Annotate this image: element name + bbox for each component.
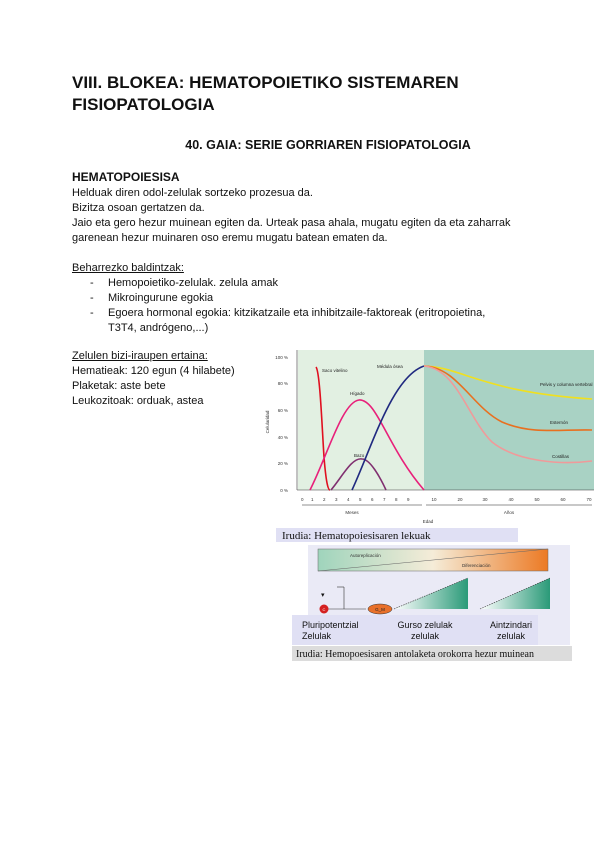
x-tick: 70 xyxy=(586,497,592,502)
curve-label: Costillas xyxy=(552,454,570,459)
committed-label: Gurso zelulak zelulak xyxy=(397,620,453,641)
y-axis-label: Celularidad xyxy=(265,410,270,433)
curve-higado xyxy=(309,399,425,491)
x-tick: 40 xyxy=(508,497,514,502)
months-label: Meses xyxy=(345,510,359,515)
curve-label: Médula ósea xyxy=(377,364,403,369)
x-tick: 5 xyxy=(359,497,362,502)
x-tick: 20 xyxy=(457,497,463,502)
y-tick: 0 % xyxy=(280,488,288,493)
curve-label: Saco vitelino xyxy=(322,368,348,373)
x-axis-label: Edad xyxy=(423,519,434,524)
y-tick: 100 % xyxy=(275,355,288,360)
pluripotent-label: Pluripotentzial Zelulak xyxy=(302,620,359,641)
differentiation-label: Diferenciación xyxy=(462,563,491,568)
topic-title: 40. GAIA: SERIE GORRIAREN FISIOPATOLOGIA xyxy=(185,138,471,152)
hematopoiesis-sites-figure: 100 % 80 % 60 % 40 % 20 % 0 % 0 1 2 3 4 … xyxy=(262,347,600,542)
paragraph-line: Bizitza osoan gertatzen da. xyxy=(72,202,205,214)
y-tick: 40 % xyxy=(278,435,288,440)
requirements-heading: Beharrezko baldintzak: xyxy=(72,262,184,274)
x-tick: 60 xyxy=(560,497,566,502)
curve-label: Hígado xyxy=(350,391,365,396)
svg-text:C: C xyxy=(323,607,326,612)
svg-text:G_M: G_M xyxy=(375,607,385,612)
curve-pelvis xyxy=(423,365,593,400)
paragraph-line: garenean hezur muinaren oso eremu mugatu… xyxy=(72,232,388,244)
x-tick: 8 xyxy=(395,497,398,502)
years-label: Años xyxy=(504,510,515,515)
progenitor-cell-icon xyxy=(367,603,393,615)
x-tick: 50 xyxy=(534,497,540,502)
y-tick: 60 % xyxy=(278,408,288,413)
x-tick: 7 xyxy=(383,497,386,502)
curve-costillas xyxy=(423,365,593,464)
progenitor-label: Aintzindari zelulak xyxy=(490,620,532,641)
x-tick: 10 xyxy=(431,497,437,502)
figure-caption: Irudia: Hematopoiesisaren lekuak xyxy=(282,530,431,542)
curve-label: Esternón xyxy=(550,420,569,425)
y-tick: 80 % xyxy=(278,381,288,386)
curve-medula xyxy=(351,365,425,491)
x-tick: 2 xyxy=(323,497,326,502)
svg-text:▾: ▾ xyxy=(321,592,325,599)
lifespan-line: Plaketak: aste bete xyxy=(72,380,166,392)
paragraph-line: Helduak diren odol-zelulak sortzeko proz… xyxy=(72,187,313,199)
block-title: VIII. BLOKEA: HEMATOPOIETIKO SISTEMAREN … xyxy=(72,73,459,114)
x-tick: 0 xyxy=(301,497,304,502)
lifespan-heading: Zelulen bizi-iraupen ertaina: xyxy=(72,350,208,362)
curve-label: Bazo xyxy=(354,453,365,458)
x-tick: 9 xyxy=(407,497,410,502)
curve-bazo xyxy=(330,458,387,491)
lifespan-line: Leukozitoak: orduak, astea xyxy=(72,395,204,407)
x-tick: 1 xyxy=(311,497,314,502)
curve-label: Pelvis y columna vertebral xyxy=(540,382,593,387)
stem-cell-icon xyxy=(319,604,329,614)
paragraph-line: Jaio eta gero hezur muinean egiten da. U… xyxy=(72,217,511,229)
y-tick: 20 % xyxy=(278,461,288,466)
x-tick: 30 xyxy=(482,497,488,502)
figure-caption: Irudia: Hemopoesisaren antolaketa orokor… xyxy=(296,649,534,660)
x-tick: 3 xyxy=(335,497,338,502)
x-tick: 6 xyxy=(371,497,374,502)
section-heading: HEMATOPOIESISA xyxy=(72,170,180,184)
hematopoiesis-organization-figure: Autoreplicación Diferenciación ▾ C G_M P… xyxy=(292,545,572,661)
autoreplication-label: Autoreplicación xyxy=(350,553,381,558)
lifespan-line: Hematieak: 120 egun (4 hilabete) xyxy=(72,365,235,377)
x-tick: 4 xyxy=(347,497,350,502)
curve-esternon xyxy=(423,365,593,432)
